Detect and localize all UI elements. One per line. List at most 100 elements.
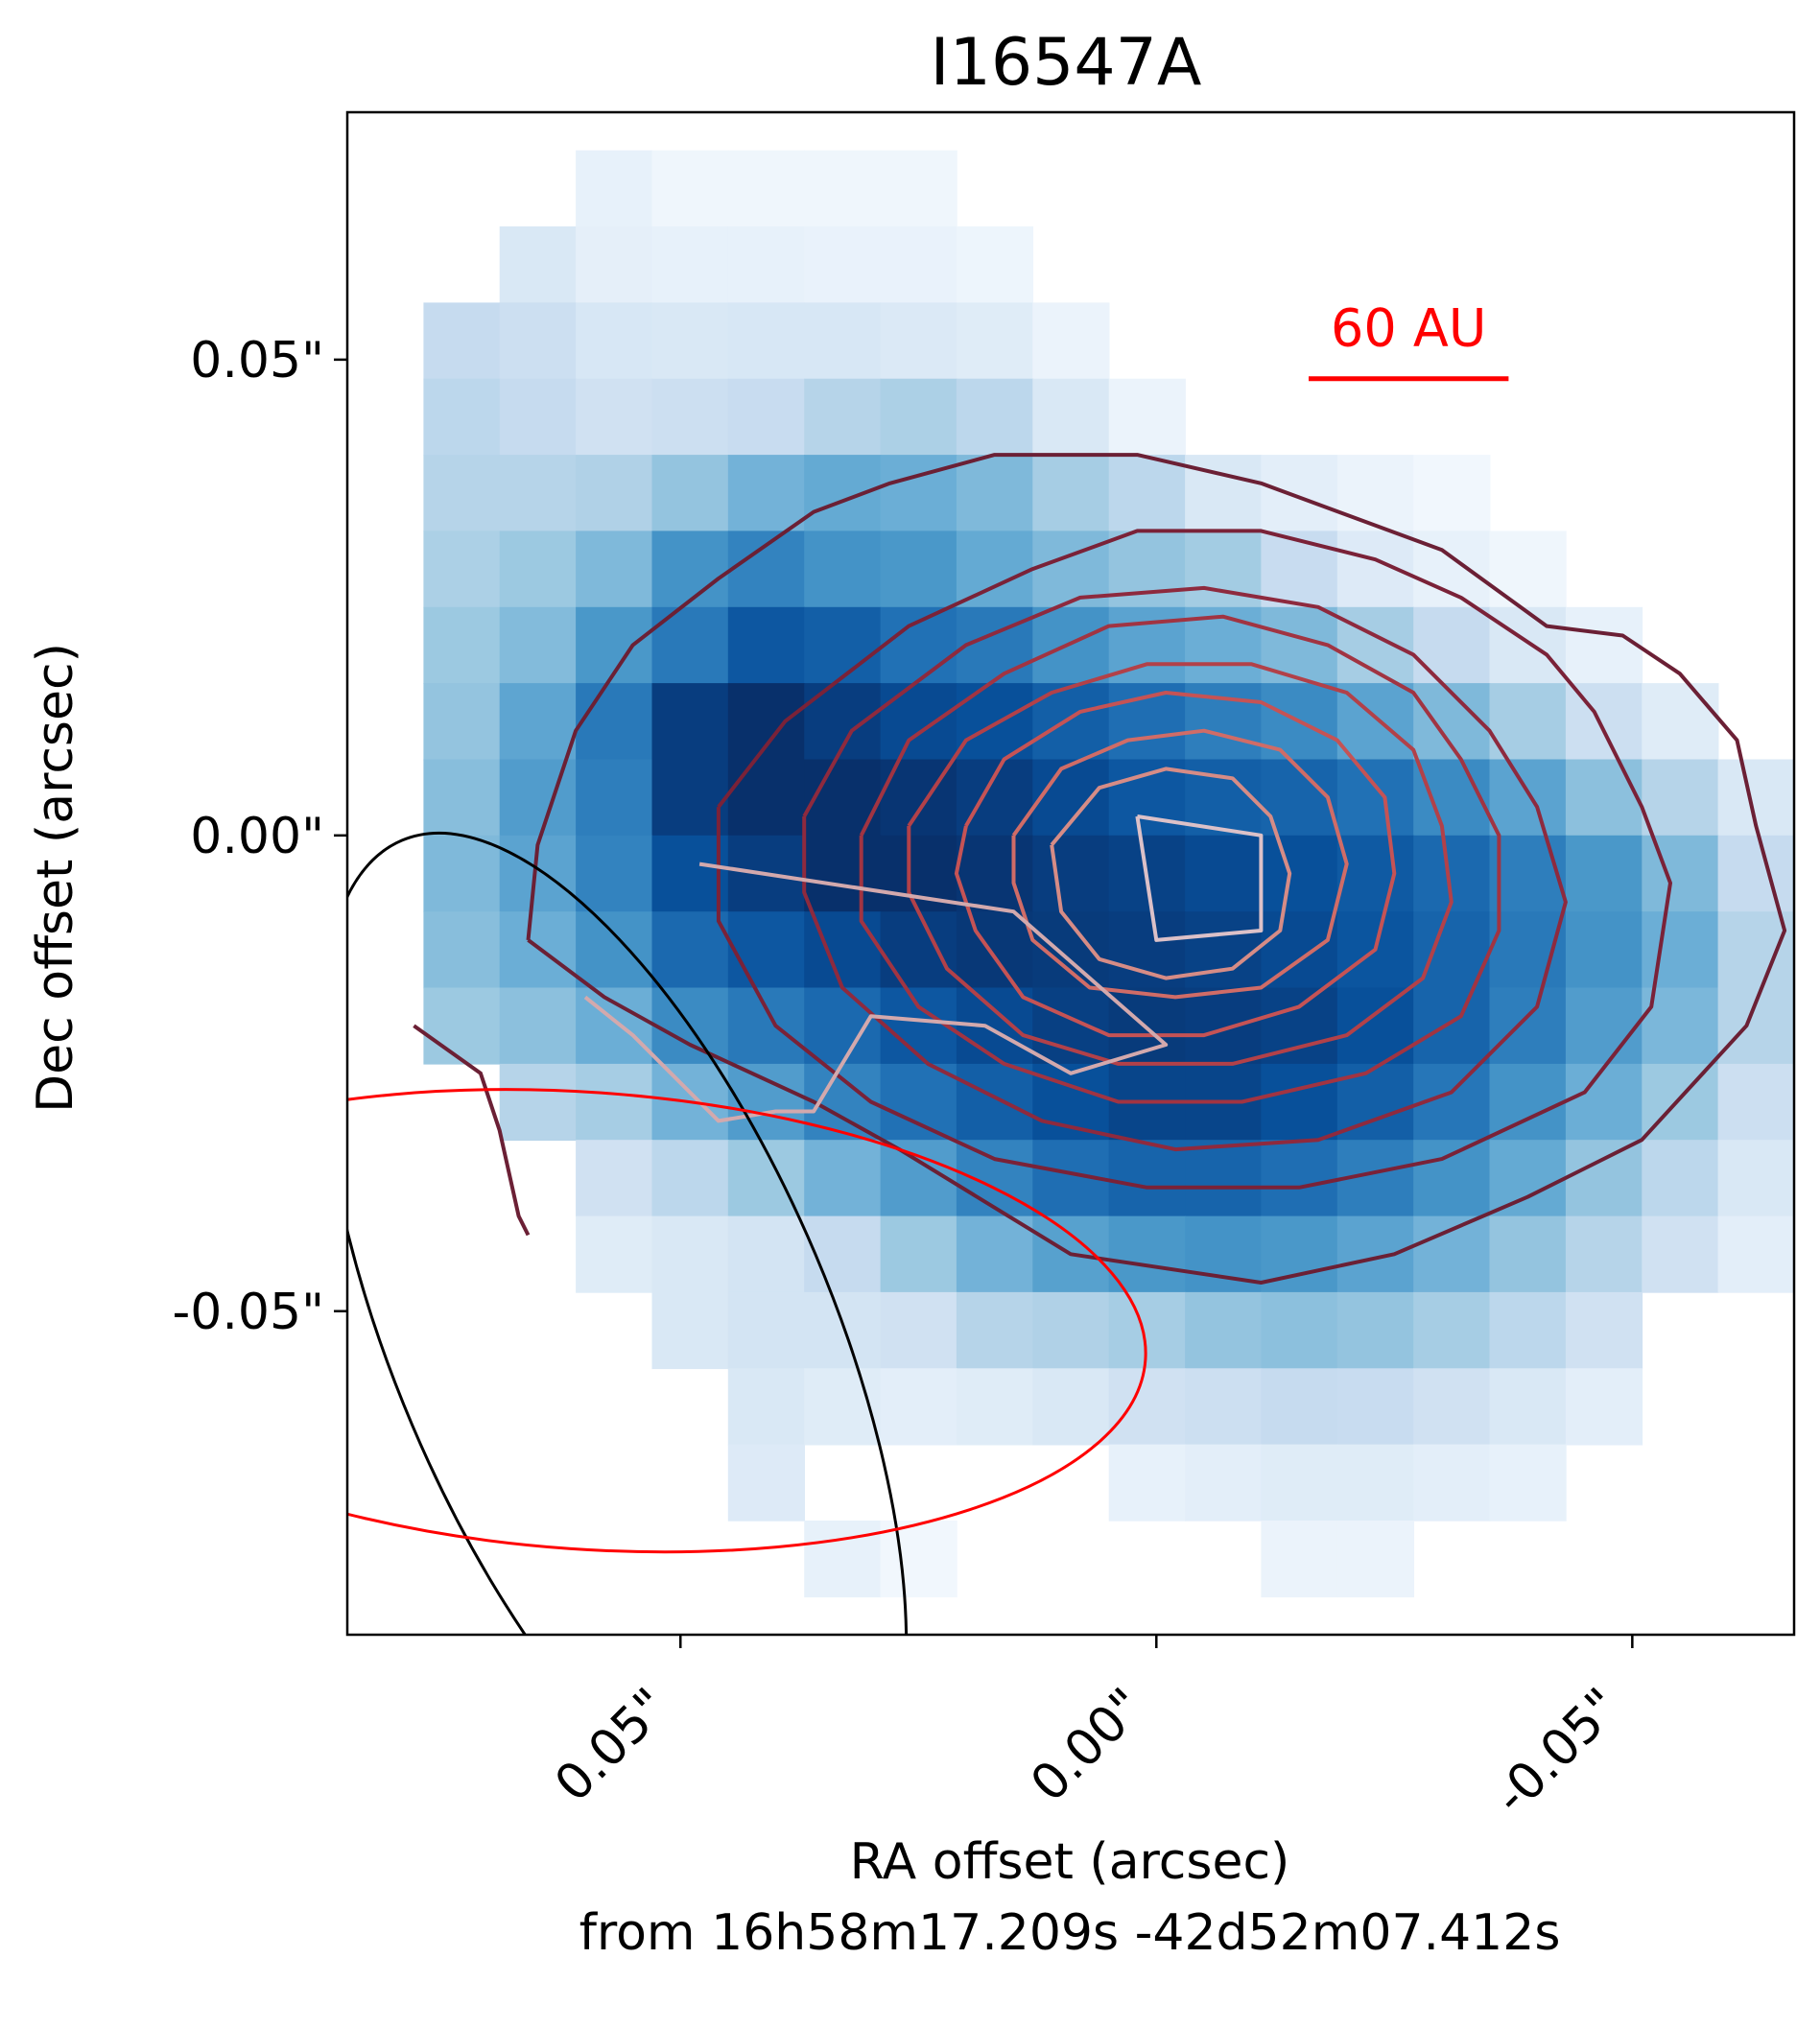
heatmap-pixel xyxy=(880,1521,957,1598)
heatmap-pixel xyxy=(880,531,957,608)
heatmap-pixel xyxy=(1261,1291,1338,1370)
heatmap-pixel xyxy=(956,1291,1034,1370)
heatmap-pixel xyxy=(651,531,729,608)
heatmap-pixel xyxy=(804,987,882,1065)
heatmap-pixel xyxy=(1185,1291,1263,1370)
heatmap-pixel xyxy=(804,226,882,304)
heatmap-pixel xyxy=(1489,911,1567,989)
heatmap-pixel xyxy=(651,911,729,989)
heatmap-pixel xyxy=(499,1063,577,1142)
heatmap-pixel xyxy=(1108,1444,1186,1522)
heatmap-pixel xyxy=(1185,1444,1263,1522)
heatmap-pixel xyxy=(1565,759,1643,837)
heatmap-pixel xyxy=(1261,1444,1338,1522)
heatmap-pixel xyxy=(727,987,805,1065)
heatmap-pixel xyxy=(1261,911,1338,989)
heatmap-pixel xyxy=(727,683,805,761)
heatmap-pixel xyxy=(804,835,882,912)
heatmap-pixel xyxy=(499,683,577,761)
heatmap-pixel xyxy=(423,531,501,608)
heatmap-pixel xyxy=(576,150,653,227)
heatmap-pixel xyxy=(651,378,729,456)
chart-title: I16547A xyxy=(931,25,1202,101)
heatmap-pixel xyxy=(651,302,729,380)
heatmap-pixel xyxy=(1108,1215,1186,1293)
heatmap-pixel xyxy=(499,378,577,456)
heatmap-pixel xyxy=(956,911,1034,989)
heatmap-pixel xyxy=(1489,1444,1567,1522)
heatmap-pixel xyxy=(576,378,653,456)
heatmap-pixel xyxy=(804,302,882,380)
scale-bar: 60 AU xyxy=(1309,298,1509,382)
heatmap-pixel xyxy=(880,226,957,304)
heatmap-pixel xyxy=(804,1291,882,1370)
heatmap-pixel xyxy=(1489,759,1567,837)
heatmap-pixel xyxy=(1642,1215,1719,1293)
contour-line xyxy=(859,614,1501,1104)
heatmap-pixel xyxy=(727,150,805,227)
heatmap-pixel xyxy=(727,226,805,304)
heatmap-pixel xyxy=(1642,987,1719,1065)
heatmap-pixel xyxy=(1185,1368,1263,1446)
heatmap-pixel xyxy=(1565,911,1643,989)
scale-bar-label: 60 AU xyxy=(1331,298,1486,359)
x-axis-label-reference: from 16h58m17.209s -42d52m07.412s xyxy=(579,1904,1561,1962)
heatmap-pixel xyxy=(804,1140,882,1217)
contours xyxy=(413,453,1787,1285)
heatmap-pixel xyxy=(651,150,729,227)
heatmap-pixel xyxy=(727,1444,805,1522)
heatmap-pixel xyxy=(1261,455,1338,532)
heatmap-pixel xyxy=(423,455,501,532)
heatmap-pixel xyxy=(1032,455,1110,532)
heatmap-pixel xyxy=(1717,835,1794,912)
heatmap-pixel xyxy=(880,911,957,989)
heatmap-pixel xyxy=(880,302,957,380)
x-tick-label: -0.05" xyxy=(1483,1678,1631,1826)
heatmap-pixel xyxy=(1794,911,1820,988)
heatmap-pixel xyxy=(1336,1521,1414,1598)
heatmap-pixel xyxy=(1642,911,1719,989)
heatmap-pixel xyxy=(499,606,577,684)
heatmap-pixel xyxy=(804,150,882,227)
heatmap-pixel xyxy=(727,455,805,532)
heatmap-pixel xyxy=(576,683,653,761)
heatmap-pixel xyxy=(804,606,882,684)
heatmap-pixel xyxy=(1489,987,1567,1065)
y-axis: 0.05" 0.00" -0.05" xyxy=(173,332,347,1341)
heatmap-pixel xyxy=(1413,1291,1491,1370)
heatmap-pixel xyxy=(651,1291,729,1370)
heatmap-pixel xyxy=(1489,606,1567,684)
heatmap-pixel xyxy=(423,759,501,837)
heatmap-pixel xyxy=(1185,835,1263,912)
heatmap-pixel xyxy=(651,455,729,532)
heatmap-pixel xyxy=(1565,1063,1643,1142)
beam-ellipse xyxy=(347,831,909,1635)
heatmap-pixel xyxy=(1642,683,1719,761)
heatmap-pixel xyxy=(1108,455,1186,532)
heatmap-pixel xyxy=(727,302,805,380)
x-axis-label: RA offset (arcsec) xyxy=(850,1833,1290,1891)
heatmap-pixel xyxy=(1336,1368,1414,1446)
contour-line xyxy=(413,1024,531,1237)
heatmap-pixel xyxy=(1642,835,1719,912)
heatmap-pixel xyxy=(727,531,805,608)
heatmap-pixel xyxy=(1489,1291,1567,1370)
heatmap-pixel xyxy=(1489,1215,1567,1293)
heatmap-pixel xyxy=(727,1063,805,1142)
heatmap-pixel xyxy=(1185,987,1263,1065)
contour-line xyxy=(526,453,1787,1285)
heatmap-pixel xyxy=(1717,1140,1794,1217)
heatmap-pixel xyxy=(1565,1215,1643,1293)
heatmap-pixel xyxy=(1717,1215,1794,1293)
heatmap-pixel xyxy=(423,606,501,684)
heatmap-pixel xyxy=(727,1291,805,1370)
contour-line xyxy=(954,691,1397,1038)
heatmap-pixel xyxy=(956,835,1034,912)
heatmap-pixel xyxy=(956,226,1034,304)
beams xyxy=(347,831,1147,1635)
heatmap-pixel xyxy=(1565,1291,1643,1370)
heatmap-pixel xyxy=(1413,1444,1491,1522)
heatmap-pixel xyxy=(956,1368,1034,1446)
heatmap-pixel xyxy=(880,1291,957,1370)
heatmap-pixel xyxy=(1032,606,1110,684)
